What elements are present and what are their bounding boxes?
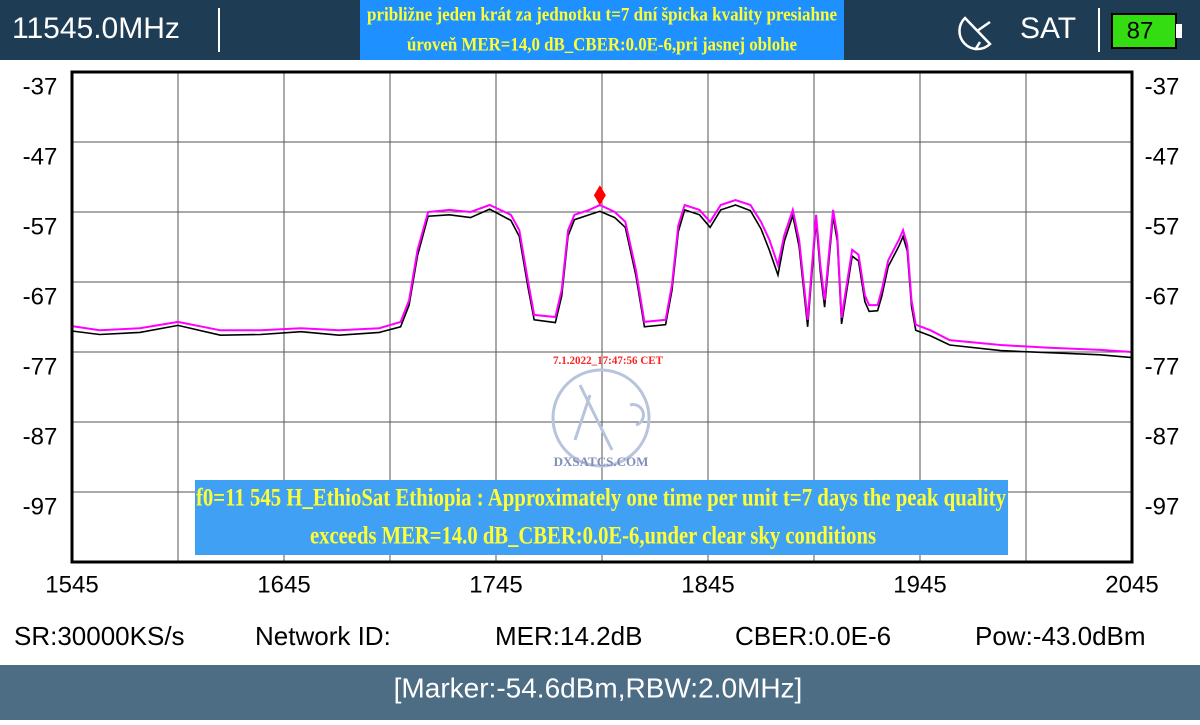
battery-tip (1176, 24, 1182, 38)
divider (218, 8, 220, 52)
y-tick-label-right: -47 (1145, 143, 1180, 170)
y-tick-label-right: -57 (1145, 213, 1180, 240)
x-tick-label: 1845 (681, 571, 734, 598)
y-tick-label-right: -67 (1145, 283, 1180, 310)
frequency: 11545.0MHz (12, 12, 180, 45)
plot-border (70, 70, 1134, 564)
battery-level: 87 (1127, 17, 1154, 44)
y-tick-label: -97 (23, 493, 58, 520)
divider (1098, 8, 1100, 52)
y-tick-label: -47 (23, 143, 58, 170)
status-item: CBER:0.0E-6 (735, 621, 891, 651)
y-tick-label: -77 (23, 353, 58, 380)
y-tick-label: -37 (23, 73, 58, 100)
y-tick-label: -57 (23, 213, 58, 240)
annotation-line: f0=11 545 H_EthioSat Ethiopia : Approxim… (196, 485, 1006, 512)
trace (71, 204, 1133, 359)
y-tick-label-right: -87 (1145, 423, 1180, 450)
x-tick-label: 1645 (257, 571, 310, 598)
annotation-box (195, 480, 1008, 555)
y-tick-label: -87 (23, 423, 58, 450)
watermark-dish (573, 384, 645, 451)
annotation-line: exceeds MER=14.0 dB_CBER:0.0E-6,under cl… (310, 523, 876, 550)
footer: [Marker:-54.6dBm,RBW:2.0MHz] (394, 672, 803, 703)
banner-box (360, 0, 844, 60)
x-tick-label: 1745 (469, 571, 522, 598)
status-item: MER:14.2dB (495, 621, 642, 651)
watermark-logo (551, 368, 651, 468)
status-item: Pow:-43.0dBm (975, 621, 1146, 651)
y-tick-label-right: -97 (1145, 493, 1180, 520)
x-tick-label: 1945 (893, 571, 946, 598)
dish-icon (958, 16, 992, 51)
x-tick-label: 1545 (45, 571, 98, 598)
banner-line: úroveň MER=14,0 dB_CBER:0.0E-6,pri jasne… (407, 34, 797, 55)
footer-bar (0, 665, 1200, 720)
y-tick-label-right: -77 (1145, 353, 1180, 380)
mode: SAT (1020, 12, 1076, 45)
y-tick-label: -67 (23, 283, 58, 310)
timestamp: 7.1.2022_17:47:56 CET (553, 353, 663, 367)
x-tick-label: 2045 (1105, 571, 1158, 598)
watermark: DXSATCS.COM (554, 454, 649, 469)
banner-line: približne jeden krát za jednotku t=7 dní… (367, 4, 837, 25)
status-item: Network ID: (255, 621, 391, 651)
trace (71, 199, 1133, 353)
status-item: SR:30000KS/s (14, 621, 185, 651)
y-tick-label-right: -37 (1145, 73, 1180, 100)
marker (593, 185, 606, 206)
